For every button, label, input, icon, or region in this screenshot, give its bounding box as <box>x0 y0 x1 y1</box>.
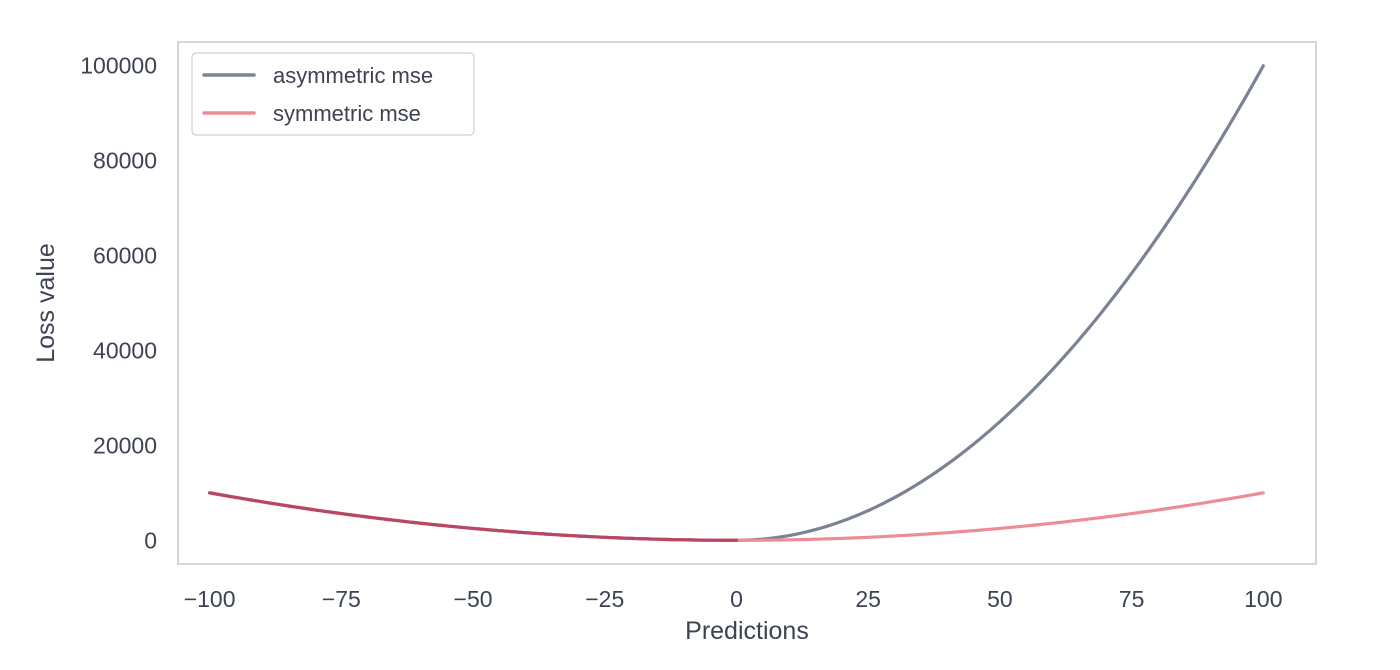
series-lines <box>208 64 1265 542</box>
y-tick-label: 60000 <box>93 243 157 269</box>
overlap-line <box>208 491 739 542</box>
y-tick-label: 0 <box>144 527 157 553</box>
y-tick-label: 40000 <box>93 337 157 363</box>
x-tick-label: 75 <box>1119 586 1145 612</box>
x-tick-label: 25 <box>855 586 881 612</box>
x-tick-label: 0 <box>730 586 743 612</box>
legend: asymmetric mse symmetric mse <box>191 52 475 136</box>
x-tick-label: −100 <box>184 586 236 612</box>
x-tick-label: 50 <box>987 586 1013 612</box>
y-tick-label: 80000 <box>93 148 157 174</box>
legend-box <box>191 52 475 136</box>
x-axis-label: Predictions <box>685 617 809 645</box>
legend-label-symmetric: symmetric mse <box>273 101 421 126</box>
x-tick-label: −50 <box>454 586 493 612</box>
y-tick-label: 100000 <box>80 53 157 79</box>
x-tick-labels: −100 −75 −50 −25 0 25 50 75 100 <box>184 586 1283 612</box>
x-tick-label: −75 <box>322 586 361 612</box>
x-tick-label: 100 <box>1244 586 1282 612</box>
y-tick-label: 20000 <box>93 432 157 458</box>
legend-label-asymmetric: asymmetric mse <box>273 63 433 88</box>
y-axis-label: Loss value <box>32 243 60 363</box>
y-tick-labels: 0 20000 40000 60000 80000 100000 <box>80 53 157 554</box>
x-tick-label: −25 <box>585 586 624 612</box>
